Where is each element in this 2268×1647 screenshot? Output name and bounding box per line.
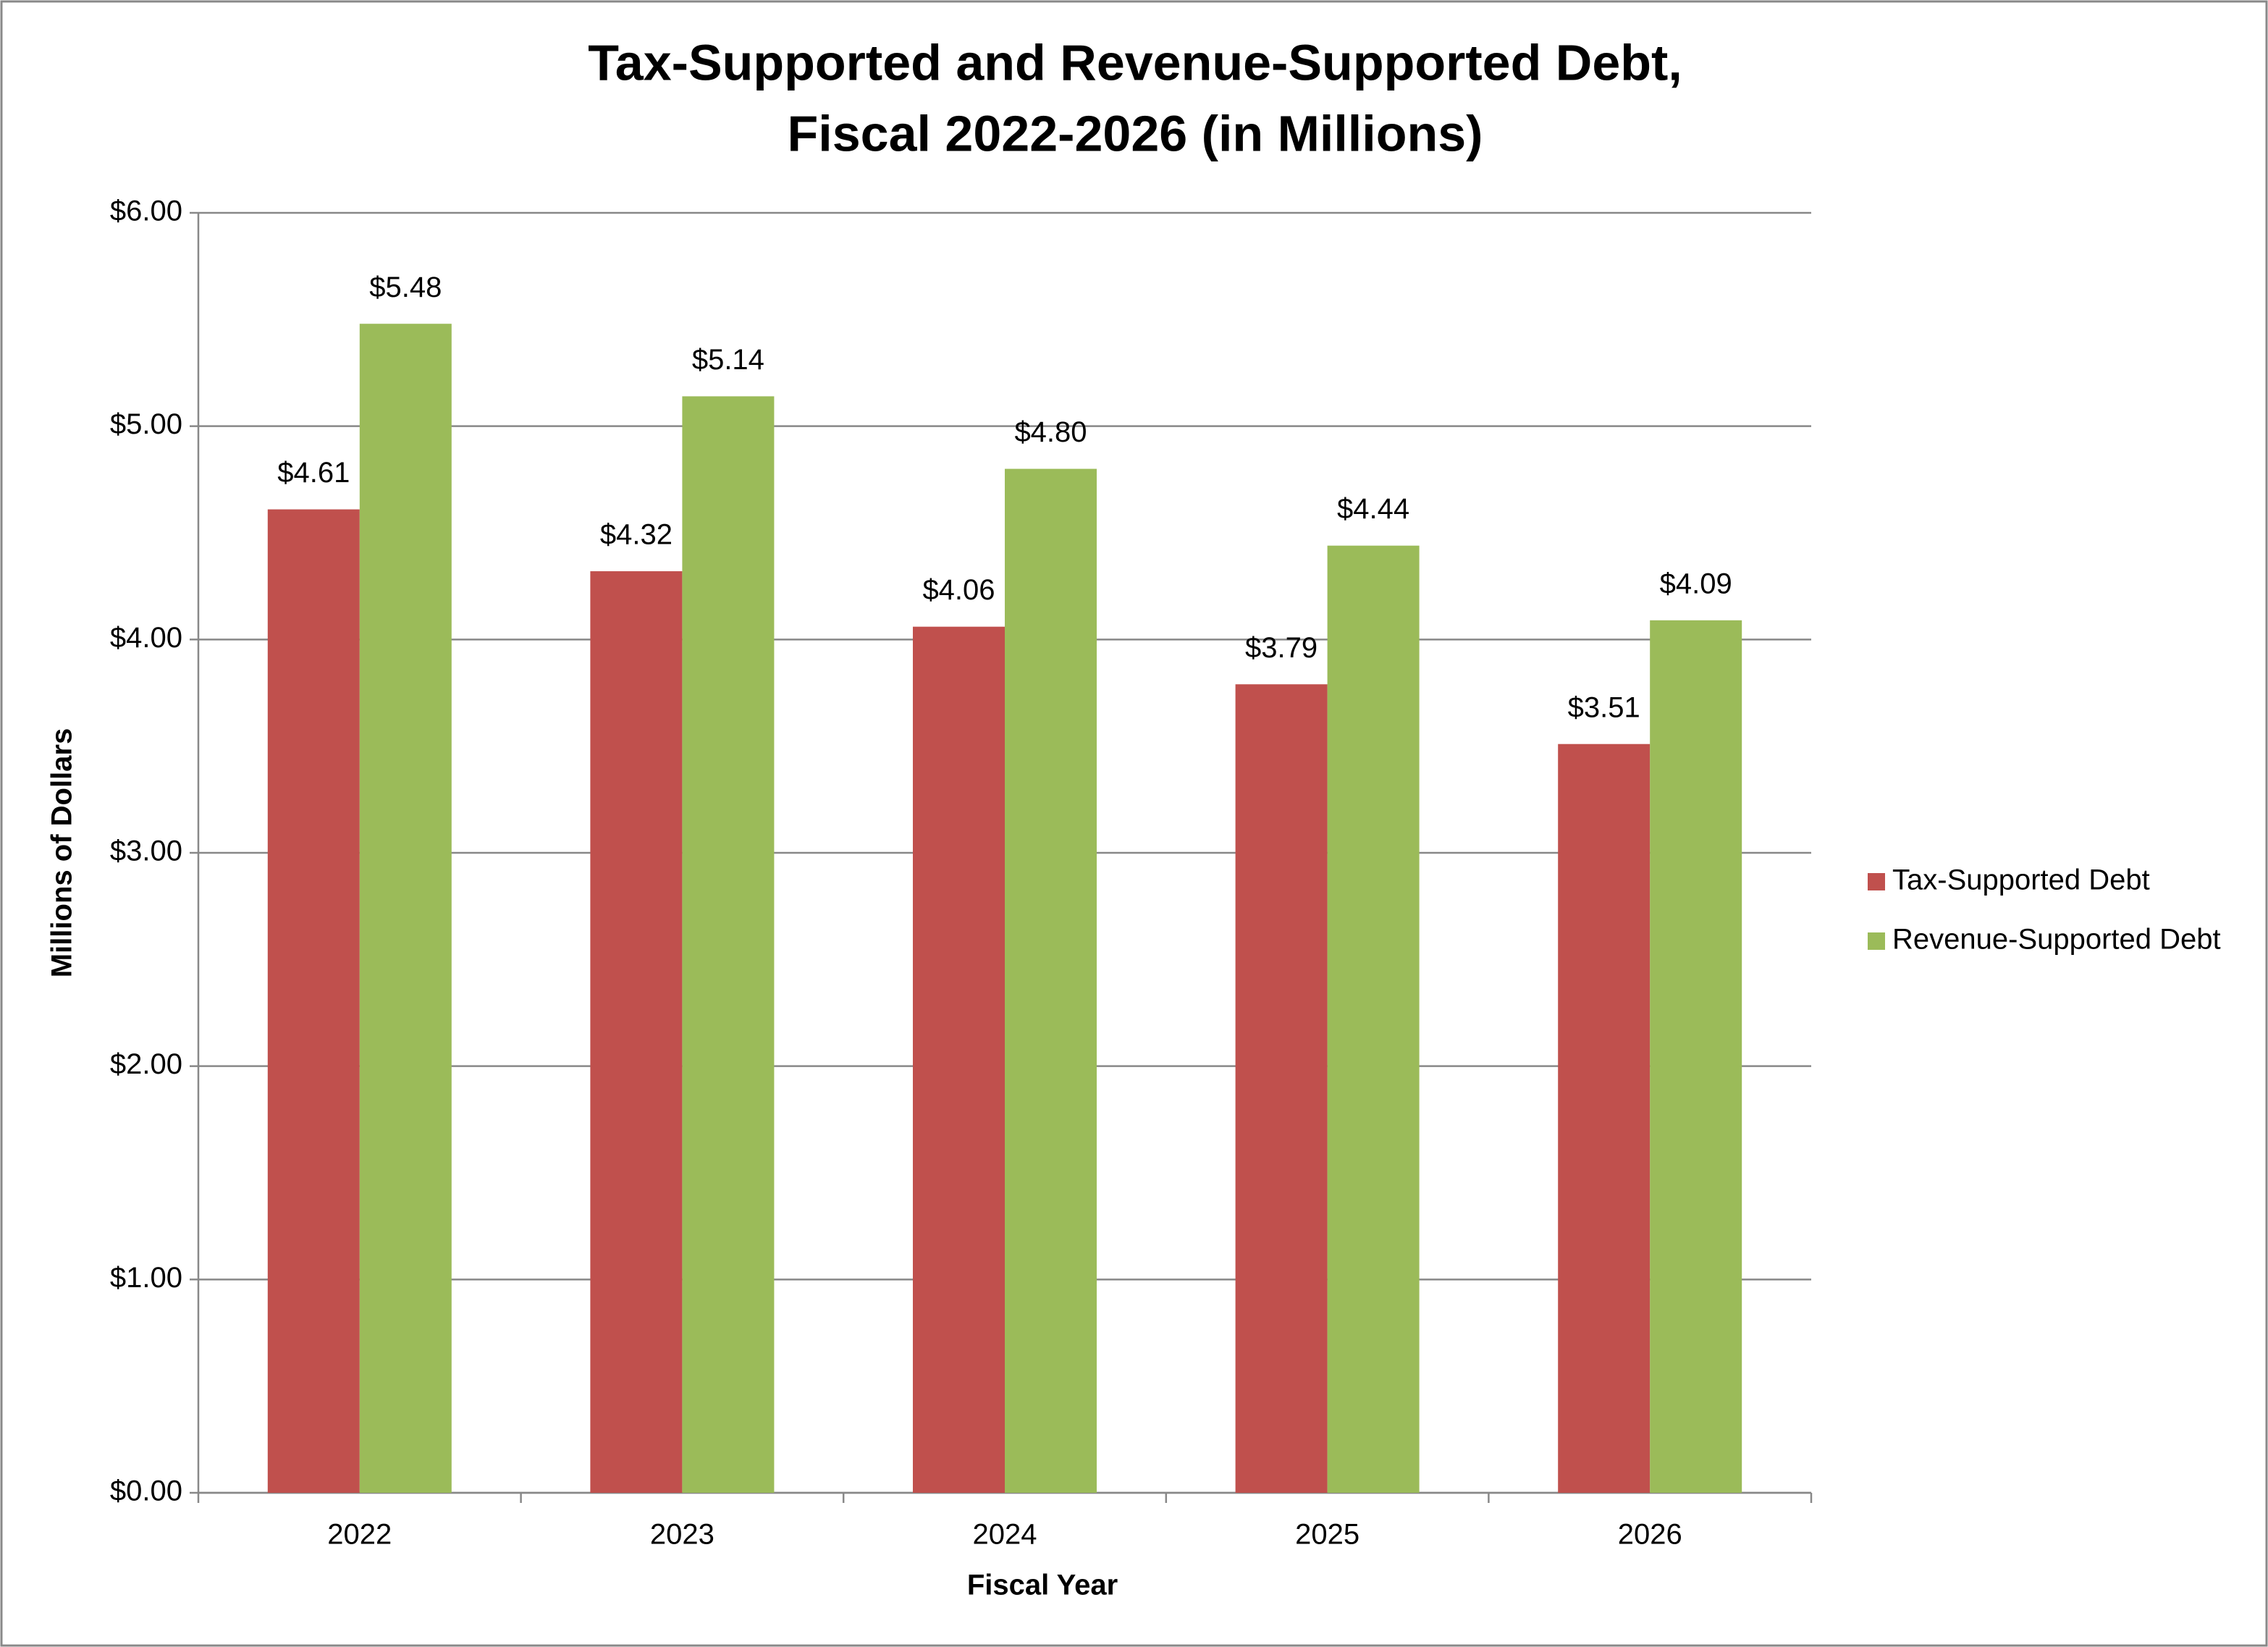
x-tick-label: 2022 [327,1519,392,1551]
y-tick-label: $2.00 [110,1048,182,1080]
value-label: $5.14 [692,344,764,376]
bar [590,571,683,1493]
bar [682,396,775,1493]
value-label: $3.79 [1245,632,1318,664]
bar [1005,468,1097,1493]
y-axis-title: Millions of Dollars [46,728,78,977]
chart-title: Tax-Supported and Revenue-Supported Debt… [588,34,1682,90]
value-label: $4.06 [922,574,995,606]
y-tick-label: $3.00 [110,835,182,867]
bar [1558,744,1651,1493]
value-label: $4.32 [600,519,673,551]
bar [1327,545,1420,1494]
legend-swatch [1868,932,1885,950]
value-label: $3.51 [1568,691,1640,723]
value-label: $4.44 [1337,493,1409,525]
y-tick-label: $5.00 [110,408,182,440]
x-tick-label: 2023 [650,1519,714,1551]
value-label: $4.09 [1660,568,1732,599]
bar [913,626,1005,1493]
legend-label: Tax-Supported Debt [1892,864,2150,896]
legend-swatch [1868,873,1885,890]
value-label: $4.80 [1014,416,1087,448]
bar [267,509,360,1493]
bar [1235,684,1328,1493]
y-tick-label: $4.00 [110,622,182,654]
value-label: $5.48 [369,271,442,303]
x-tick-label: 2025 [1295,1519,1359,1551]
y-tick-label: $6.00 [110,195,182,227]
x-axis-title: Fiscal Year [967,1570,1118,1601]
x-tick-label: 2026 [1618,1519,1682,1551]
bar [1650,620,1742,1493]
y-tick-label: $0.00 [110,1475,182,1507]
value-label: $4.61 [277,457,350,489]
x-tick-label: 2024 [973,1519,1037,1551]
bar [359,324,452,1493]
chart-title: Fiscal 2022-2026 (in Millions) [788,105,1483,161]
y-tick-label: $1.00 [110,1262,182,1294]
legend-label: Revenue-Supported Debt [1892,924,2221,956]
